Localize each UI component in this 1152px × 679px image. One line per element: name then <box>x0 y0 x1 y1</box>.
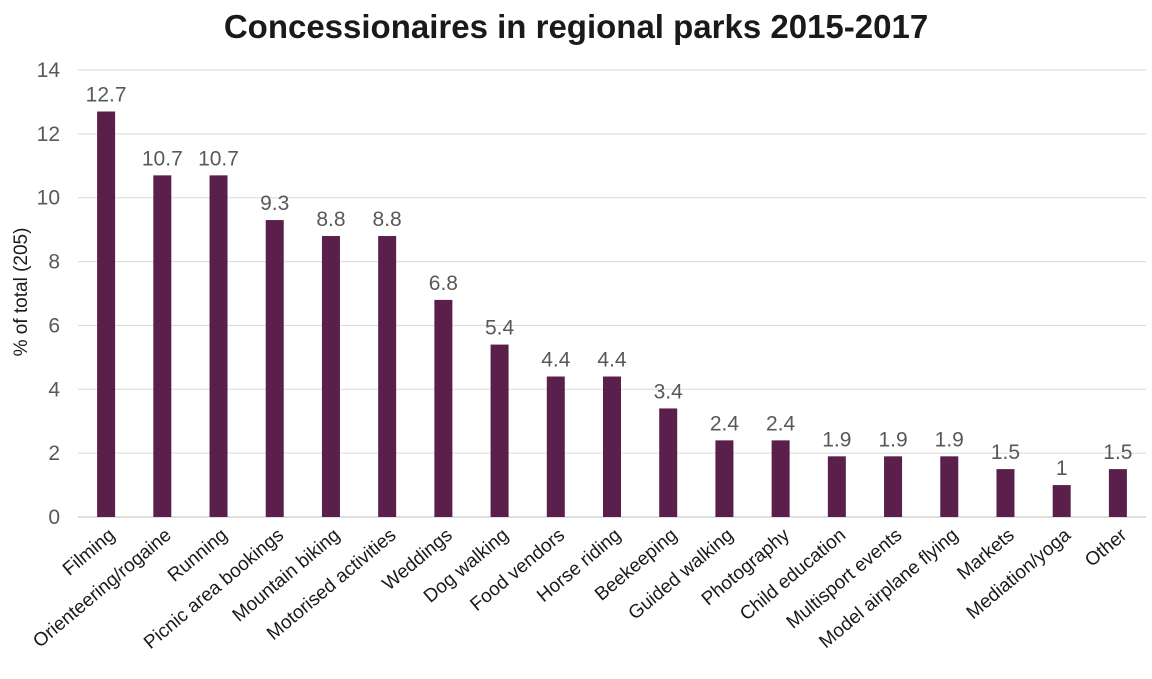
bar <box>659 408 678 517</box>
data-label: 4.4 <box>541 349 571 372</box>
y-tick-label: 10 <box>37 187 60 210</box>
bar <box>940 456 959 517</box>
bar <box>827 456 846 517</box>
data-label: 9.3 <box>260 192 289 215</box>
y-tick-label: 2 <box>48 442 60 465</box>
data-label: 6.8 <box>429 272 458 295</box>
data-label: 5.4 <box>485 317 515 340</box>
data-label: 3.4 <box>654 380 684 403</box>
bars <box>97 111 1127 518</box>
y-axis-ticks: 0 2 4 6 8 10 12 14 <box>37 59 61 529</box>
bar <box>97 111 116 517</box>
bar <box>434 299 453 517</box>
data-label: 8.8 <box>373 208 402 231</box>
bar <box>378 236 397 517</box>
bar <box>546 376 565 517</box>
data-label: 1.9 <box>822 428 851 451</box>
data-label: 1.9 <box>878 428 907 451</box>
y-axis-title: % of total (205) <box>11 228 32 357</box>
bar <box>715 440 734 517</box>
data-label: 1 <box>1056 457 1068 480</box>
y-tick-label: 4 <box>48 378 60 401</box>
data-label: 1.5 <box>991 441 1020 464</box>
data-label: 2.4 <box>710 412 740 435</box>
bar <box>153 175 172 517</box>
data-label: 4.4 <box>597 349 627 372</box>
bar <box>884 456 903 517</box>
bar <box>996 469 1015 517</box>
data-label: 12.7 <box>86 84 127 107</box>
y-tick-label: 8 <box>48 251 60 274</box>
bar <box>771 440 790 517</box>
bar <box>1108 469 1127 517</box>
category-label: Mediation/yoga <box>963 524 1076 623</box>
data-label: 8.8 <box>316 208 345 231</box>
bar <box>265 220 284 518</box>
data-label: 1.5 <box>1103 441 1132 464</box>
data-label: 10.7 <box>198 147 239 170</box>
bar <box>603 376 621 517</box>
y-tick-label: 0 <box>48 506 60 529</box>
bar <box>490 344 509 517</box>
y-tick-label: 12 <box>37 123 60 146</box>
bar <box>209 175 228 517</box>
chart-title: Concessionaires in regional parks 2015-2… <box>223 8 929 45</box>
category-labels: FilmingOrienteering/rogaineRunningPicnic… <box>29 524 1131 653</box>
bar <box>321 236 340 517</box>
y-tick-label: 14 <box>37 59 61 82</box>
data-label: 1.9 <box>935 428 964 451</box>
category-label: Other <box>1081 524 1131 571</box>
data-labels: 12.7 10.7 10.7 9.3 8.8 8.8 6.8 5.4 4.4 4.4 3.4 2.4 2… <box>86 84 1133 481</box>
bar <box>1052 485 1071 517</box>
data-label: 2.4 <box>766 412 796 435</box>
data-label: 10.7 <box>142 147 183 170</box>
y-tick-label: 6 <box>48 314 60 337</box>
